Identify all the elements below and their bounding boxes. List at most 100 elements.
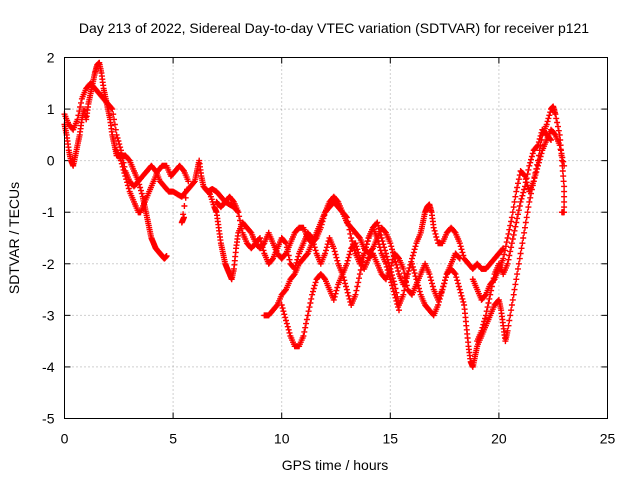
data-point: [375, 222, 382, 229]
data-point: [390, 288, 397, 295]
data-point: [488, 283, 495, 290]
data-point: [348, 235, 355, 241]
data-point: [510, 231, 517, 238]
data-point: [303, 251, 310, 258]
data-point: [361, 250, 368, 257]
data-point: [309, 291, 316, 298]
data-point: [504, 260, 511, 267]
data-point: [523, 175, 530, 182]
data-point: [452, 271, 459, 278]
data-point: [124, 179, 131, 186]
data-point: [283, 317, 289, 324]
data-point: [303, 320, 309, 327]
data-point: [117, 144, 124, 151]
y-tick-label: 1: [47, 101, 55, 117]
data-point: [528, 156, 534, 163]
data-point: [75, 112, 82, 119]
data-point: [111, 121, 118, 128]
data-point: [524, 171, 531, 178]
data-point: [120, 166, 127, 173]
data-point: [290, 272, 297, 279]
data-point: [353, 287, 360, 294]
data-point: [319, 218, 326, 225]
data-point: [561, 188, 568, 195]
x-tick-label: 20: [491, 431, 507, 447]
data-point: [394, 301, 401, 307]
data-point: [519, 240, 526, 247]
data-point: [558, 157, 565, 164]
data-point: [558, 147, 564, 154]
data-point: [503, 239, 510, 246]
data-point: [374, 235, 381, 241]
x-tick-label: 5: [169, 431, 177, 447]
data-point: [376, 225, 382, 232]
data-point: [181, 214, 187, 221]
data-point: [395, 304, 402, 311]
data-point: [561, 183, 568, 190]
data-point: [283, 240, 289, 247]
data-point: [457, 289, 464, 296]
y-tick-label: 2: [47, 50, 55, 66]
data-point: [376, 228, 383, 235]
data-point: [436, 295, 443, 302]
data-point: [306, 304, 313, 311]
data-point: [511, 198, 518, 205]
chart-title: Day 213 of 2022, Sidereal Day-to-day VTE…: [79, 20, 589, 36]
data-point: [237, 221, 244, 228]
data-point: [332, 251, 339, 258]
data-point: [459, 295, 466, 302]
data-point: [455, 254, 462, 261]
data-point: [456, 286, 463, 293]
y-axis-label: SDTVAR / TECUs: [6, 182, 22, 294]
data-point: [516, 255, 523, 262]
data-point: [557, 137, 564, 143]
data-point: [389, 282, 395, 289]
data-point: [403, 275, 410, 282]
data-point: [500, 255, 507, 262]
data-point: [537, 132, 544, 139]
data-points: [61, 59, 568, 370]
data-point: [509, 209, 516, 216]
data-point: [451, 270, 458, 277]
data-point: [374, 219, 381, 226]
data-point: [482, 292, 488, 299]
data-point: [412, 243, 419, 250]
data-point: [482, 312, 489, 319]
data-point: [520, 189, 527, 196]
data-point: [119, 163, 126, 170]
data-point: [416, 285, 422, 292]
y-tick-label: -1: [42, 204, 55, 220]
data-point: [349, 238, 356, 245]
data-point: [308, 295, 315, 302]
data-point: [521, 172, 528, 179]
data-point: [330, 296, 337, 303]
data-point: [409, 260, 415, 267]
data-point: [302, 324, 309, 331]
data-point: [311, 282, 318, 289]
y-tick-label: 0: [47, 153, 55, 169]
data-point: [138, 190, 145, 197]
data-point: [321, 212, 328, 219]
data-point: [301, 328, 308, 335]
data-point: [515, 207, 522, 214]
data-point: [409, 255, 415, 262]
data-point: [400, 265, 407, 272]
data-point: [343, 214, 350, 221]
data-point: [391, 291, 398, 298]
data-point: [435, 302, 442, 308]
data-point: [300, 333, 307, 339]
data-point: [111, 116, 117, 123]
data-point: [400, 291, 407, 298]
data-point: [257, 238, 264, 245]
data-point: [281, 311, 288, 318]
data-point: [428, 277, 435, 284]
data-point: [377, 247, 384, 254]
data-point: [456, 255, 463, 262]
data-point: [354, 283, 361, 290]
data-point: [388, 279, 395, 286]
data-point: [558, 209, 565, 216]
data-point: [485, 300, 492, 306]
data-point: [346, 251, 353, 258]
data-point: [346, 226, 353, 233]
data-point: [510, 204, 517, 211]
